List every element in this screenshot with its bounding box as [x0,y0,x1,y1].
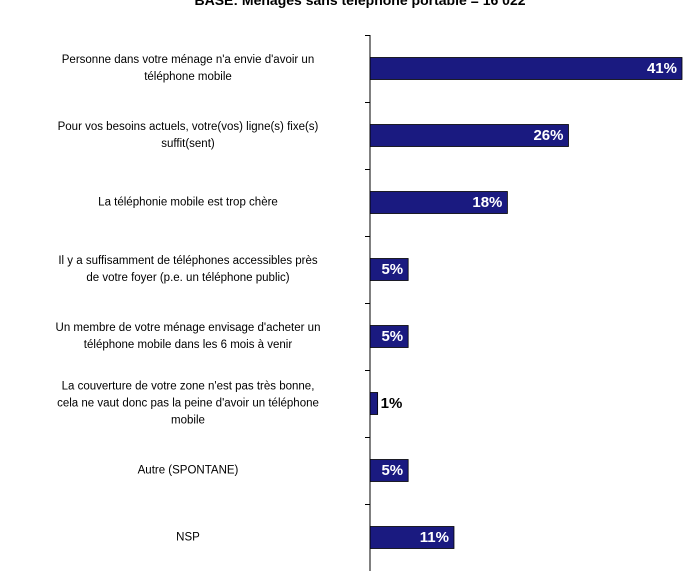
category-label-line: Un membre de votre ménage envisage d'ach… [56,322,321,334]
category-label: Il y a suffisamment de téléphones access… [58,255,318,284]
category-label-line: Autre (SPONTANE) [138,465,239,477]
category-label-line: mobile [171,415,205,427]
bars-group [369,57,683,549]
bar-value-label: 41% [647,60,677,77]
category-label-line: Pour vos besoins actuels, votre(vos) lig… [58,121,319,133]
bar-value-label: 5% [381,328,403,345]
value-labels-group: 41% 26% 18% 5% 5% 1% 5% 11% [381,60,677,546]
category-label-line: de votre foyer (p.e. un téléphone public… [86,272,289,284]
category-label-line: Il y a suffisamment de téléphones access… [58,255,318,267]
category-label: Pour vos besoins actuels, votre(vos) lig… [58,121,319,150]
category-label-line: NSP [176,532,200,544]
bar-value-label: 18% [472,194,502,211]
category-label: Personne dans votre ménage n'a envie d'a… [62,54,314,83]
category-label-line: téléphone mobile [144,71,232,83]
bar-value-label: 11% [420,529,449,546]
category-label-line: téléphone mobile dans les 6 mois à venir [84,339,293,351]
category-label-line: La téléphonie mobile est trop chère [98,197,278,209]
chart-title: BASE: Ménages sans téléphone portable = … [194,0,525,8]
category-label: Un membre de votre ménage envisage d'ach… [56,322,321,351]
y-axis-group [365,35,371,571]
category-label: Autre (SPONTANE) [138,465,239,477]
bar [369,57,683,80]
category-label-line: cela ne vaut donc pas la peine d'avoir u… [57,398,319,410]
bar-value-label: 5% [381,261,403,278]
bar-value-label: 1% [381,395,403,412]
category-label: La téléphonie mobile est trop chère [98,197,278,209]
category-label: NSP [176,532,200,544]
category-label-line: Personne dans votre ménage n'a envie d'a… [62,54,314,66]
bar [369,392,379,415]
category-label: La couverture de votre zone n'est pas tr… [57,381,319,427]
bar-value-label: 5% [381,462,403,479]
category-label-line: suffit(sent) [161,138,215,150]
category-label-line: La couverture de votre zone n'est pas tr… [62,381,315,393]
bar-value-label: 26% [533,127,563,144]
category-labels-group: Personne dans votre ménage n'a envie d'a… [56,54,321,544]
